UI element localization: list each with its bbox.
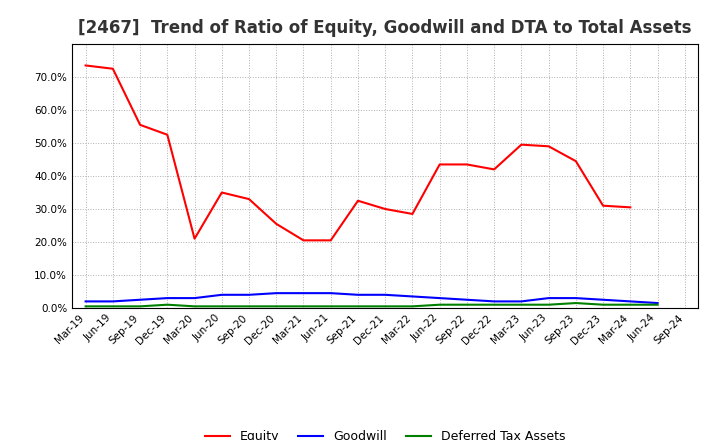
Goodwill (490, 299, 498, 304)
Equity (81, 63, 90, 68)
Equity (572, 158, 580, 164)
Equity (544, 143, 553, 149)
Deferred Tax Assets (326, 304, 335, 309)
Goodwill (190, 296, 199, 301)
Goodwill (163, 296, 171, 301)
Equity (381, 206, 390, 212)
Equity (272, 221, 281, 227)
Equity (109, 66, 117, 71)
Legend: Equity, Goodwill, Deferred Tax Assets: Equity, Goodwill, Deferred Tax Assets (200, 425, 570, 440)
Goodwill (462, 297, 471, 302)
Equity (245, 196, 253, 202)
Goodwill (354, 292, 362, 297)
Deferred Tax Assets (81, 304, 90, 309)
Equity (300, 238, 308, 243)
Deferred Tax Assets (354, 304, 362, 309)
Deferred Tax Assets (408, 304, 417, 309)
Deferred Tax Assets (517, 302, 526, 307)
Deferred Tax Assets (163, 302, 171, 307)
Deferred Tax Assets (436, 302, 444, 307)
Deferred Tax Assets (490, 302, 498, 307)
Goodwill (300, 290, 308, 296)
Goodwill (109, 299, 117, 304)
Goodwill (408, 294, 417, 299)
Deferred Tax Assets (300, 304, 308, 309)
Equity (163, 132, 171, 137)
Goodwill (436, 296, 444, 301)
Equity (190, 236, 199, 241)
Goodwill (81, 299, 90, 304)
Equity (354, 198, 362, 203)
Goodwill (272, 290, 281, 296)
Goodwill (544, 296, 553, 301)
Line: Deferred Tax Assets: Deferred Tax Assets (86, 303, 657, 306)
Equity (462, 162, 471, 167)
Equity (326, 238, 335, 243)
Equity (217, 190, 226, 195)
Deferred Tax Assets (190, 304, 199, 309)
Equity (408, 211, 417, 216)
Deferred Tax Assets (626, 302, 634, 307)
Deferred Tax Assets (245, 304, 253, 309)
Goodwill (381, 292, 390, 297)
Equity (599, 203, 608, 209)
Goodwill (326, 290, 335, 296)
Deferred Tax Assets (109, 304, 117, 309)
Equity (136, 122, 145, 128)
Title: [2467]  Trend of Ratio of Equity, Goodwill and DTA to Total Assets: [2467] Trend of Ratio of Equity, Goodwil… (78, 19, 692, 37)
Deferred Tax Assets (272, 304, 281, 309)
Equity (626, 205, 634, 210)
Deferred Tax Assets (462, 302, 471, 307)
Line: Equity: Equity (86, 66, 630, 240)
Deferred Tax Assets (217, 304, 226, 309)
Goodwill (599, 297, 608, 302)
Goodwill (245, 292, 253, 297)
Deferred Tax Assets (544, 302, 553, 307)
Deferred Tax Assets (653, 302, 662, 307)
Line: Goodwill: Goodwill (86, 293, 657, 303)
Equity (436, 162, 444, 167)
Goodwill (136, 297, 145, 302)
Goodwill (572, 296, 580, 301)
Equity (490, 167, 498, 172)
Goodwill (653, 301, 662, 306)
Goodwill (626, 299, 634, 304)
Deferred Tax Assets (572, 301, 580, 306)
Goodwill (217, 292, 226, 297)
Deferred Tax Assets (136, 304, 145, 309)
Deferred Tax Assets (381, 304, 390, 309)
Goodwill (517, 299, 526, 304)
Equity (517, 142, 526, 147)
Deferred Tax Assets (599, 302, 608, 307)
